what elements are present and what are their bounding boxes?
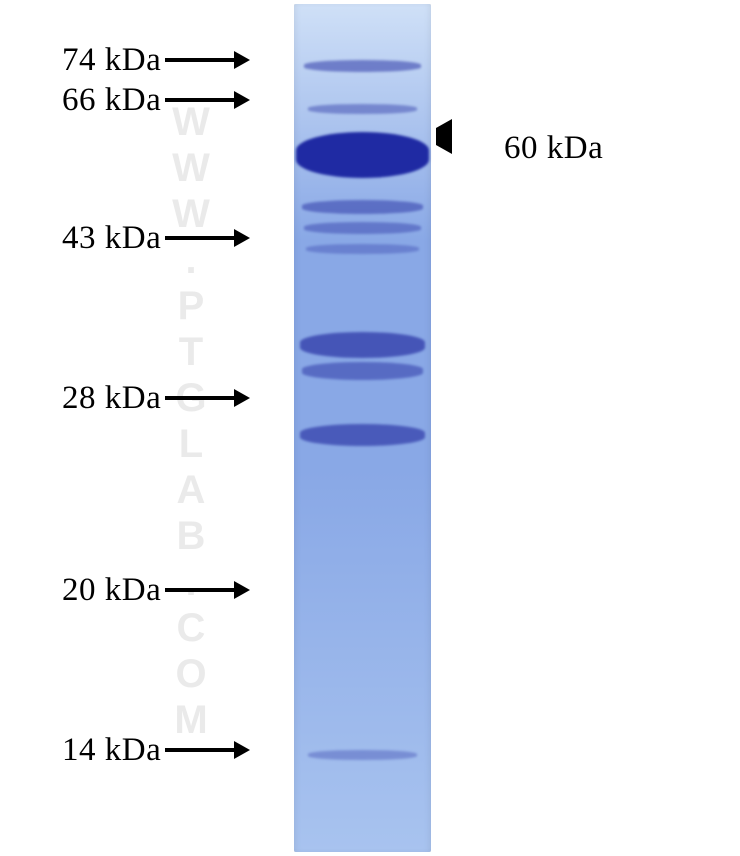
product-band-label: 60 kDa: [500, 130, 603, 167]
mw-marker-label: 74 kDa: [62, 42, 165, 79]
band-56: [302, 200, 423, 214]
arrow-left-icon: [436, 128, 500, 168]
band-32a: [300, 332, 425, 358]
mw-marker: 74 kDa: [62, 40, 250, 80]
mw-marker: 14 kDa: [62, 730, 250, 770]
band-26: [300, 424, 425, 446]
mw-marker: 66 kDa: [62, 80, 250, 120]
product-band-annotation: 60 kDa: [436, 128, 603, 168]
band-52: [304, 222, 421, 234]
arrow-right-icon: [165, 80, 250, 120]
mw-marker: 28 kDa: [62, 378, 250, 418]
mw-marker-label: 28 kDa: [62, 380, 165, 417]
mw-marker-label: 43 kDa: [62, 220, 165, 257]
mw-marker: 43 kDa: [62, 218, 250, 258]
band-14: [308, 750, 417, 760]
band-66: [308, 104, 417, 114]
mw-marker-label: 20 kDa: [62, 572, 165, 609]
band-74: [304, 60, 421, 72]
gel-figure: WWW.PTGLAB.COM 74 kDa66 kDa 43 kDa 28 kDa 2…: [0, 0, 740, 856]
mw-marker-label: 66 kDa: [62, 82, 165, 119]
band-60-main: [296, 132, 429, 178]
mw-marker-label: 14 kDa: [62, 732, 165, 769]
arrow-right-icon: [165, 218, 250, 258]
arrow-right-icon: [165, 378, 250, 418]
arrow-right-icon: [165, 730, 250, 770]
arrow-right-icon: [165, 40, 250, 80]
arrow-right-icon: [165, 570, 250, 610]
band-48: [306, 244, 419, 254]
mw-marker: 20 kDa: [62, 570, 250, 610]
watermark-text: WWW.PTGLAB.COM: [168, 100, 213, 820]
band-32b: [302, 362, 423, 380]
